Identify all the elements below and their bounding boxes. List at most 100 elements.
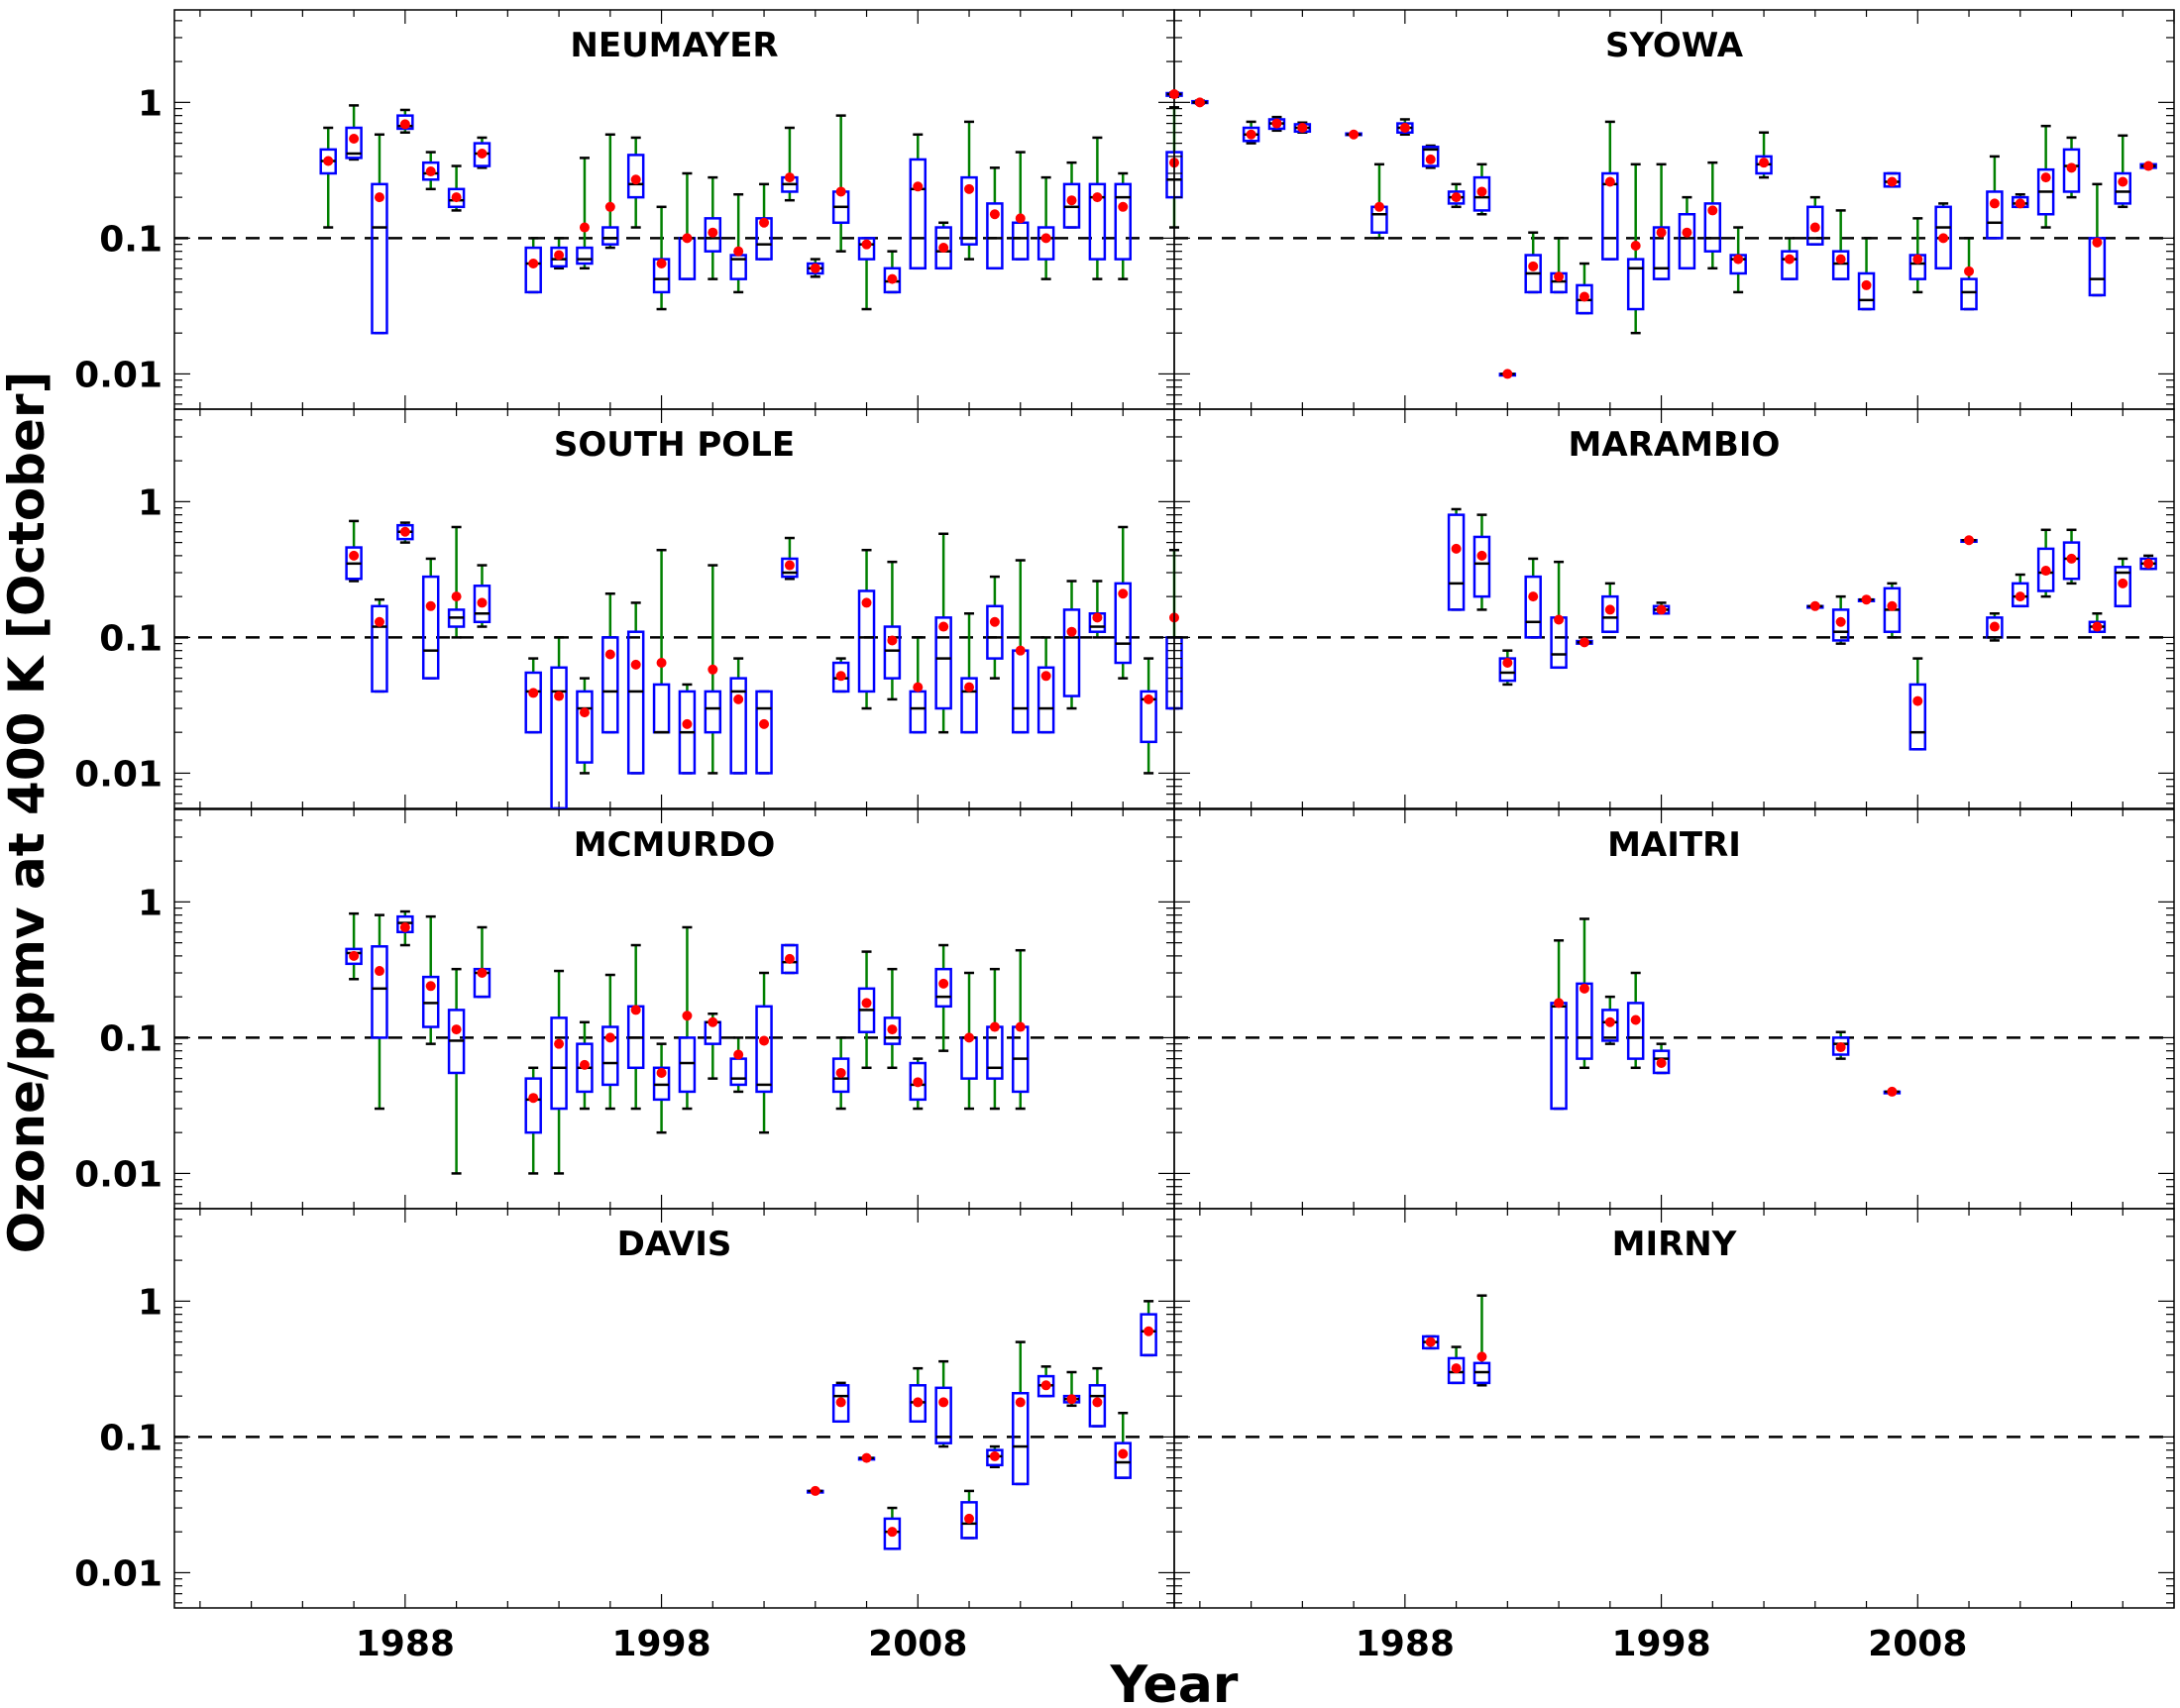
box-2014 xyxy=(1062,1370,1081,1408)
mean-dot xyxy=(1297,122,1308,133)
iqr-box xyxy=(626,154,645,199)
box-2006 xyxy=(857,950,876,1070)
mean-dot xyxy=(656,1067,667,1078)
mean-dot xyxy=(1579,291,1589,302)
mean-dot xyxy=(1809,222,1820,233)
mean-dot xyxy=(1092,1397,1103,1408)
mean-dot xyxy=(1682,227,1692,238)
box-2008 xyxy=(1908,217,1927,294)
mean-dot xyxy=(374,192,384,203)
iqr-box xyxy=(781,557,799,579)
box-1988 xyxy=(1396,118,1414,137)
mean-dot xyxy=(861,239,872,250)
x-tick-label: 2008 xyxy=(868,1624,967,1664)
iqr-box xyxy=(576,246,594,266)
mean-dot xyxy=(1835,1042,1846,1053)
panels-group: 1 0.1 0.01 NEUMAYER SYOWA 1 0.1 0.01 SOUTH POLE M… xyxy=(74,9,2175,1664)
box-1993 xyxy=(524,237,542,294)
box-2015 xyxy=(2088,182,2107,297)
mean-dot xyxy=(1964,266,1975,276)
mean-dot xyxy=(1373,201,1384,212)
box-2000 xyxy=(704,1013,722,1080)
mean-dot xyxy=(861,1452,872,1463)
iqr-box xyxy=(1601,1009,1619,1042)
mean-dot xyxy=(399,526,410,537)
mean-dot xyxy=(1451,192,1462,203)
iqr-box xyxy=(1114,1441,1133,1479)
mean-dot xyxy=(1656,1058,1667,1069)
mean-dot xyxy=(1015,1397,1026,1408)
iqr-box xyxy=(1012,1391,1030,1486)
box-1992 xyxy=(1498,369,1517,379)
iqr-box xyxy=(371,945,388,1039)
mean-dot xyxy=(1092,192,1103,203)
box-2009 xyxy=(934,1359,952,1448)
iqr-box xyxy=(704,690,722,734)
iqr-box xyxy=(704,217,722,253)
iqr-box xyxy=(345,947,363,966)
panel-frame xyxy=(173,808,1175,1210)
box-2011 xyxy=(986,1444,1004,1469)
mean-dot xyxy=(1425,154,1436,164)
mean-dot xyxy=(989,209,1000,220)
mean-dot xyxy=(784,172,795,183)
iqr-box xyxy=(1960,277,1978,311)
box-2010 xyxy=(1960,535,1978,546)
box-1993 xyxy=(524,657,542,734)
iqr-box xyxy=(524,1077,542,1134)
box-1990 xyxy=(447,164,466,212)
mean-dot xyxy=(656,259,667,269)
iqr-box xyxy=(1550,1002,1568,1111)
box-2008 xyxy=(909,133,927,270)
box-2005 xyxy=(831,1381,850,1424)
mean-dot xyxy=(1399,122,1410,133)
y-axis-label: Ozone/ppmv at 400 K [October] xyxy=(0,372,55,1254)
box-2001 xyxy=(729,1036,747,1094)
mean-dot xyxy=(1733,254,1744,265)
iqr-box xyxy=(371,182,388,335)
box-1997 xyxy=(626,136,645,229)
mean-dot xyxy=(861,998,872,1009)
iqr-box xyxy=(1036,666,1055,734)
mean-dot xyxy=(604,201,615,212)
mean-dot xyxy=(2118,176,2128,187)
mean-dot xyxy=(1246,129,1256,140)
mean-dot xyxy=(1476,1351,1487,1362)
box-2003 xyxy=(781,126,799,202)
panel-frame xyxy=(173,9,1175,410)
box-1990 xyxy=(447,525,466,639)
box-1998 xyxy=(1652,162,1671,280)
iqr-box xyxy=(1831,608,1850,642)
iqr-box xyxy=(883,625,902,680)
box-2006 xyxy=(857,237,876,311)
panel-title: NEUMAYER xyxy=(570,26,778,65)
box-2011 xyxy=(986,166,1004,270)
box-2000 xyxy=(1703,160,1722,270)
mean-dot xyxy=(887,1024,898,1035)
mean-dot xyxy=(1144,1326,1154,1336)
x-axis-label: Year xyxy=(1110,1655,1239,1708)
mean-dot xyxy=(835,186,846,197)
box-1986 xyxy=(345,519,363,583)
iqr-box xyxy=(2062,541,2081,581)
y-tick-label: 0.1 xyxy=(99,1418,163,1458)
mean-dot xyxy=(887,273,898,284)
mean-dot xyxy=(1528,261,1539,271)
mean-dot xyxy=(759,1035,770,1046)
iqr-box xyxy=(883,1517,902,1550)
box-1998 xyxy=(652,1042,671,1134)
mean-dot xyxy=(964,1513,975,1524)
mean-dot xyxy=(630,1005,641,1015)
iqr-box xyxy=(1934,205,1952,270)
box-2017 xyxy=(1140,1300,1157,1357)
mean-dot xyxy=(1066,1394,1077,1405)
mean-dot xyxy=(349,550,360,561)
box-1997 xyxy=(626,601,645,775)
mean-dot xyxy=(1630,1014,1641,1025)
mean-dot xyxy=(1066,626,1077,637)
mean-dot xyxy=(938,978,949,989)
iqr-box xyxy=(986,1448,1004,1467)
iqr-box xyxy=(986,202,1004,270)
mean-dot xyxy=(1887,176,1898,187)
box-2005 xyxy=(1831,209,1850,280)
